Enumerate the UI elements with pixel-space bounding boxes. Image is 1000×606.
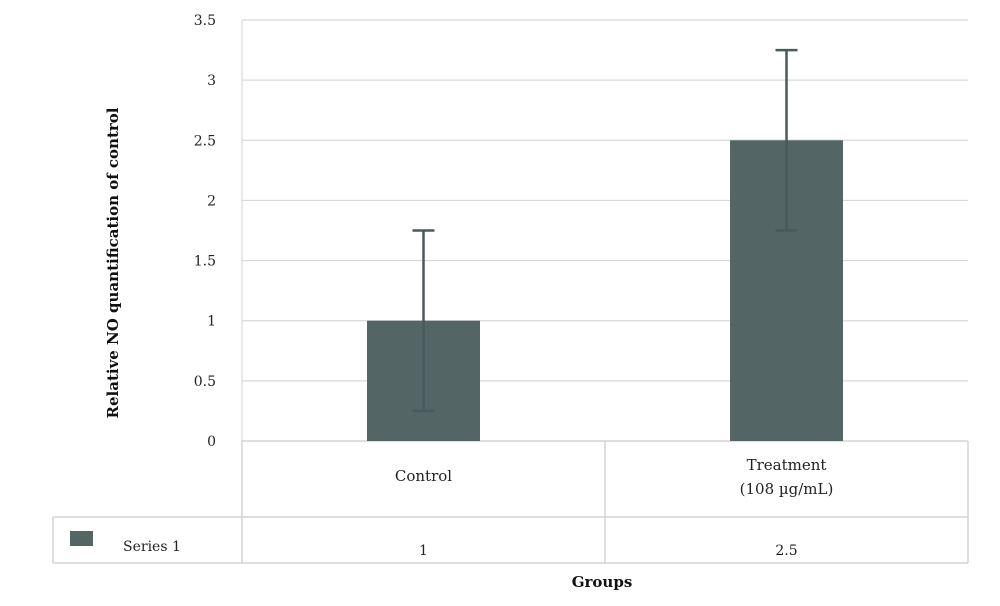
table-value: 1 (419, 543, 428, 559)
x-category-label: Control (395, 467, 452, 485)
y-tick-label: 2 (207, 193, 216, 209)
y-tick-label: 3.5 (194, 13, 216, 29)
x-category-label: (108 µg/mL) (740, 480, 834, 498)
x-category-label: Treatment (747, 456, 827, 474)
y-axis-title: Relative NO quantification of control (104, 107, 122, 418)
legend-series-name: Series 1 (123, 539, 181, 555)
y-tick-label: 1 (207, 314, 216, 330)
table-value: 2.5 (775, 543, 797, 559)
y-tick-label: 2.5 (194, 133, 216, 149)
legend-key (70, 531, 93, 546)
y-tick-label: 1.5 (194, 254, 216, 270)
y-tick-label: 3 (207, 73, 216, 89)
y-tick-label: 0 (207, 434, 216, 450)
y-tick-label: 0.5 (194, 374, 216, 390)
x-axis-title: Groups (572, 573, 633, 591)
